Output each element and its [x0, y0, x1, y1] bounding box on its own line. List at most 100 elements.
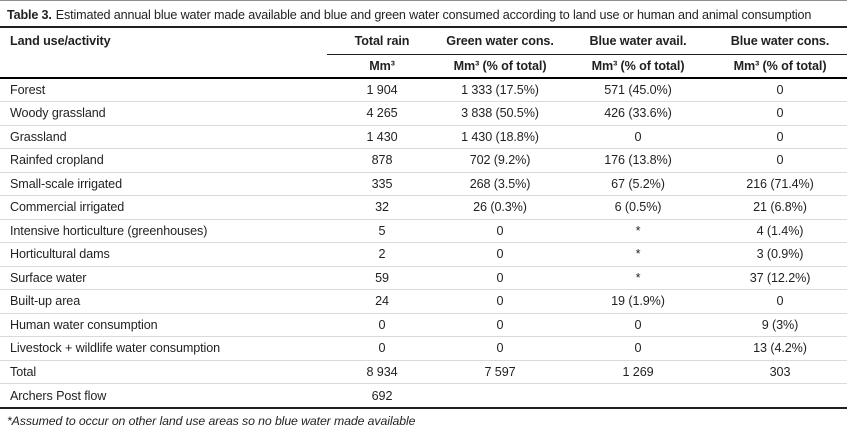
table-row: Human water consumption 0 0 0 9 (3%) [0, 313, 847, 337]
cell-value: 702 (9.2%) [437, 148, 563, 173]
row-label: Woody grassland [0, 101, 327, 126]
cell-value: 692 [371, 388, 393, 403]
cell-value [713, 384, 847, 408]
cell-value: 7 597 [437, 360, 563, 384]
row-label: Commercial irrigated [0, 195, 327, 220]
cell-value: 1 430 [327, 125, 437, 149]
cell-value: 1 333 (17.5%) [437, 78, 563, 102]
cell-value: 0 [437, 336, 563, 361]
cell-value: 32 [327, 195, 437, 220]
cell-value [563, 384, 713, 408]
row-label: Rainfed cropland [0, 148, 327, 173]
cell-value [437, 384, 563, 408]
unit-header-blank [0, 54, 327, 78]
cell-value: 335 [327, 172, 437, 196]
cell-value: 0 [713, 78, 847, 102]
cell-value: 0 [713, 125, 847, 149]
row-label: Forest [0, 78, 327, 102]
table-row: Grassland 1 430 1 430 (18.8%) 0 0 [0, 125, 847, 149]
cell-value: 1 904 [327, 78, 437, 102]
cell-value: 0 [437, 219, 563, 243]
cell-value: 268 (3.5%) [437, 172, 563, 196]
cell-value: 1 430 (18.8%) [437, 125, 563, 149]
cell-value: 426 (33.6%) [563, 101, 713, 126]
cell-value: 26 (0.3%) [437, 195, 563, 220]
footnote-area: *Assumed to occur on other land use area… [0, 407, 847, 430]
cell-value: 0 [437, 289, 563, 314]
row-label: Livestock + wildlife water consumption [0, 336, 327, 361]
cell-value: 0 [713, 148, 847, 173]
cell-value: 0 [563, 125, 713, 149]
unit-header-green-water-cons: Mm³ (% of total) [453, 58, 547, 73]
table-row: Forest 1 904 1 333 (17.5%) 571 (45.0%) 0 [0, 78, 847, 102]
cell-value: 0 [713, 289, 847, 314]
cell-value: 0 [437, 242, 563, 267]
row-label: Archers Post flow [10, 388, 107, 403]
row-label: Grassland [0, 125, 327, 149]
cell-value: 6 (0.5%) [563, 195, 713, 220]
cell-value: 9 (3%) [713, 313, 847, 337]
row-label: Total [0, 360, 327, 384]
table-row: Woody grassland 4 265 3 838 (50.5%) 426 (33… [0, 101, 847, 126]
table-caption: Table 3. Estimated annual blue water mad… [0, 1, 847, 28]
unit-header-total-rain: Mm³ [369, 58, 395, 73]
unit-header-blue-water-cons: Mm³ (% of total) [733, 58, 827, 73]
cell-value: 216 (71.4%) [713, 172, 847, 196]
cell-value: * [563, 219, 713, 243]
table-row: Horticultural dams 2 0 * 3 (0.9%) [0, 242, 847, 267]
unit-header-blue-water-avail: Mm³ (% of total) [591, 58, 685, 73]
cell-value: * [563, 242, 713, 267]
cell-value: 0 [563, 313, 713, 337]
cell-value: 5 [327, 219, 437, 243]
cell-value: 4 265 [327, 101, 437, 126]
table-title: Estimated annual blue water made availab… [55, 7, 812, 22]
column-header-blue-water-cons: Blue water cons. [713, 28, 847, 55]
cell-value: 13 (4.2%) [713, 336, 847, 361]
table-row: Built-up area 24 0 19 (1.9%) 0 [0, 289, 847, 314]
cell-value: 4 (1.4%) [713, 219, 847, 243]
table-row: Livestock + wildlife water consumption 0 0… [0, 336, 847, 361]
cell-value: 0 [713, 101, 847, 126]
column-header-green-water-cons: Green water cons. [437, 28, 563, 55]
table-row: Rainfed cropland 878 702 (9.2%) 176 (13.8%)… [0, 148, 847, 173]
cell-value: 2 [327, 242, 437, 267]
column-header-land-use: Land use/activity [10, 34, 111, 48]
cell-value: 24 [327, 289, 437, 314]
cell-value: 59 [327, 266, 437, 290]
column-header-blue-water-avail: Blue water avail. [563, 28, 713, 55]
table-row: Intensive horticulture (greenhouses) 5 0 * 4… [0, 219, 847, 243]
table-body: Forest 1 904 1 333 (17.5%) 571 (45.0%) 0 Wood… [0, 78, 847, 407]
cell-value: * [563, 266, 713, 290]
row-label: Surface water [0, 266, 327, 290]
table-row: Total 8 934 7 597 1 269 303 [0, 360, 847, 384]
cell-value: 1 269 [563, 360, 713, 384]
table-header: Land use/activity Total rain Green water… [0, 28, 847, 78]
cell-value: 67 (5.2%) [563, 172, 713, 196]
cell-value: 0 [437, 313, 563, 337]
cell-value: 0 [563, 336, 713, 361]
table-row: Commercial irrigated 32 26 (0.3%) 6 (0.5%) 2… [0, 195, 847, 220]
cell-value: 176 (13.8%) [563, 148, 713, 173]
cell-value: 37 (12.2%) [713, 266, 847, 290]
table-row: Small-scale irrigated 335 268 (3.5%) 67 (5.… [0, 172, 847, 196]
row-label: Intensive horticulture (greenhouses) [0, 219, 327, 243]
data-table: Land use/activity Total rain Green water… [0, 28, 847, 407]
cell-value: 571 (45.0%) [563, 78, 713, 102]
cell-value: 19 (1.9%) [563, 289, 713, 314]
cell-value: 3 838 (50.5%) [437, 101, 563, 126]
cell-value: 878 [327, 148, 437, 173]
row-label: Small-scale irrigated [0, 172, 327, 196]
row-label: Horticultural dams [0, 242, 327, 267]
column-header-total-rain: Total rain [327, 28, 437, 55]
cell-value: 3 (0.9%) [713, 242, 847, 267]
header-row-names: Land use/activity Total rain Green water… [0, 28, 847, 55]
cell-value: 21 (6.8%) [713, 195, 847, 220]
table-row: Archers Post flow 692 [0, 384, 847, 408]
table-number: Table 3. [7, 7, 52, 22]
cell-value: 0 [437, 266, 563, 290]
row-label: Built-up area [0, 289, 327, 314]
cell-value: 8 934 [327, 360, 437, 384]
table-row: Surface water 59 0 * 37 (12.2%) [0, 266, 847, 290]
cell-value: 0 [327, 313, 437, 337]
